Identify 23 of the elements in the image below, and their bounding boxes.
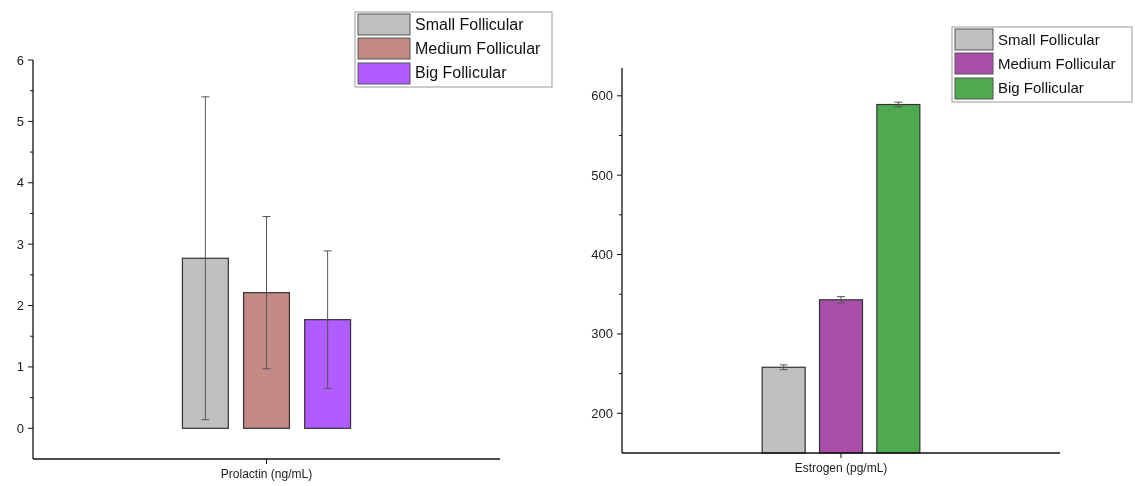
y-tick-label: 3 bbox=[16, 236, 24, 252]
legend-label: Small Follicular bbox=[998, 31, 1100, 48]
bar bbox=[304, 319, 352, 429]
legend-label: Medium Follicular bbox=[415, 40, 542, 57]
y-tick-label: 600 bbox=[591, 88, 613, 104]
legend-label: Big Follicular bbox=[998, 79, 1084, 96]
y-tick-label: 500 bbox=[591, 167, 613, 183]
y-tick-label: 5 bbox=[16, 113, 24, 129]
y-tick-label: 200 bbox=[591, 405, 613, 421]
y-tick-label: 400 bbox=[591, 247, 613, 263]
legend-label: Big Follicular bbox=[415, 64, 508, 81]
y-tick-label: 2 bbox=[16, 298, 24, 314]
x-tick-label: Prolactin (ng/mL) bbox=[220, 467, 313, 481]
legend-label: Medium Follicular bbox=[998, 55, 1116, 72]
y-tick-label: 0 bbox=[16, 420, 24, 436]
y-tick-label: 300 bbox=[591, 326, 613, 342]
legend-label: Small Follicular bbox=[415, 16, 525, 33]
bar bbox=[181, 257, 229, 429]
bar bbox=[242, 292, 291, 429]
x-tick-label: Estrogen (pg/mL) bbox=[794, 461, 888, 475]
y-tick-label: 4 bbox=[16, 175, 24, 191]
y-tick-label: 1 bbox=[16, 359, 24, 375]
y-tick-label: 6 bbox=[16, 52, 24, 68]
